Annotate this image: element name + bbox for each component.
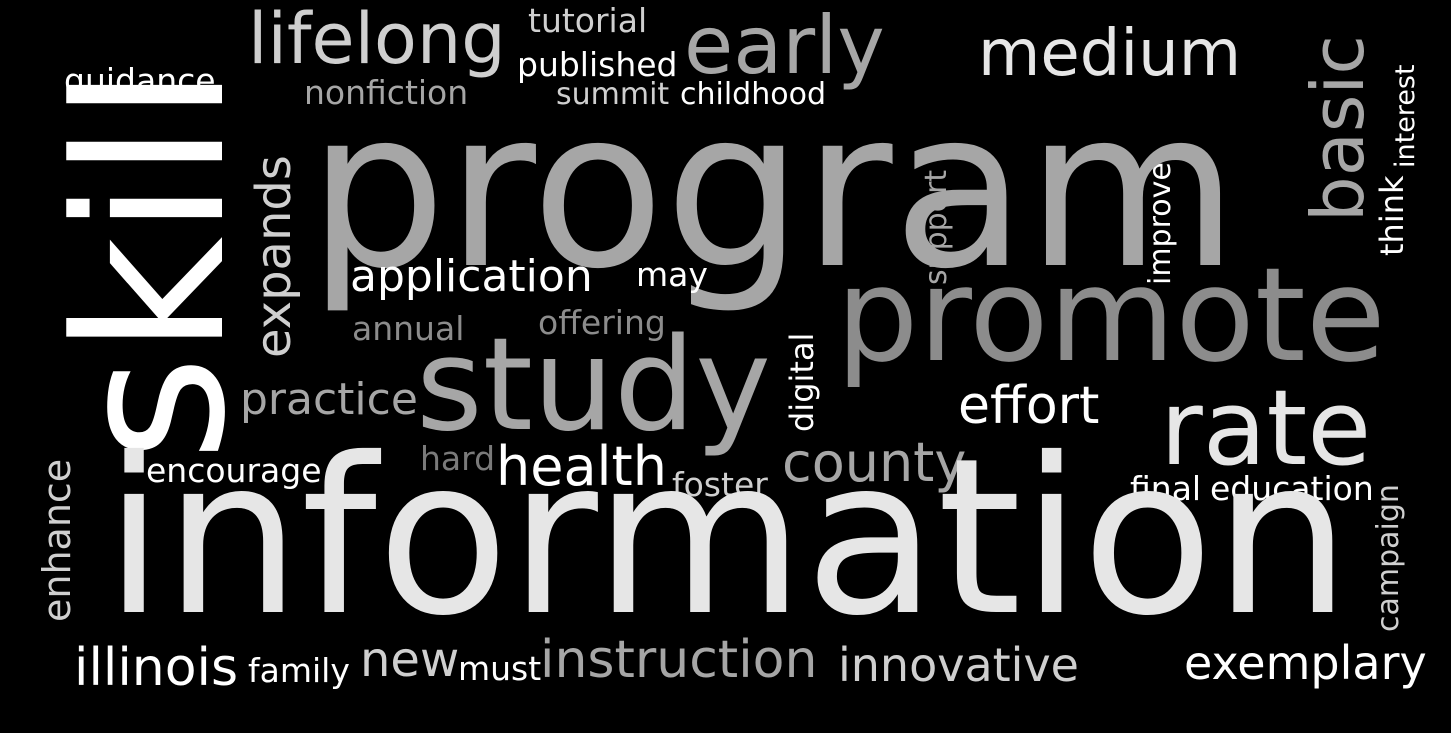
word-must: must bbox=[458, 649, 542, 688]
word-campaign: campaign bbox=[1371, 484, 1406, 632]
word-hard: hard bbox=[420, 439, 496, 478]
word-final: final bbox=[1130, 469, 1202, 508]
word-guidance: guidance bbox=[64, 61, 216, 100]
word-published: published bbox=[517, 45, 678, 84]
word-application: application bbox=[350, 251, 593, 302]
word-annual: annual bbox=[352, 309, 465, 348]
word-nonfiction: nonfiction bbox=[304, 73, 469, 112]
word-practice: practice bbox=[240, 374, 418, 425]
word-promote: promote bbox=[836, 239, 1386, 391]
word-new: new bbox=[360, 632, 460, 688]
word-program: program bbox=[308, 64, 1239, 317]
word-illinois: illinois bbox=[74, 638, 239, 698]
word-lifelong: lifelong bbox=[248, 0, 506, 80]
word-county: county bbox=[782, 431, 967, 494]
word-childhood: childhood bbox=[680, 77, 826, 112]
word-early: early bbox=[684, 0, 885, 92]
word-summit: summit bbox=[556, 77, 670, 112]
word-information: information bbox=[104, 412, 1351, 663]
word-innovative: innovative bbox=[838, 638, 1079, 692]
word-foster: foster bbox=[672, 465, 768, 504]
word-interest: interest bbox=[1390, 64, 1421, 168]
word-family: family bbox=[248, 651, 350, 690]
word-health: health bbox=[496, 435, 667, 498]
word-offering: offering bbox=[538, 303, 666, 342]
word-expands: expands bbox=[246, 155, 302, 358]
word-medium: medium bbox=[978, 17, 1242, 91]
word-may: may bbox=[636, 255, 708, 294]
word-tutorial: tutorial bbox=[528, 1, 648, 40]
word-study: study bbox=[416, 311, 771, 460]
word-instruction: instruction bbox=[540, 630, 818, 690]
word-enhance: enhance bbox=[35, 458, 79, 622]
word-basic: basic bbox=[1296, 35, 1380, 222]
word-exemplary: exemplary bbox=[1184, 636, 1427, 690]
word-effort: effort bbox=[958, 376, 1100, 436]
word-rate: rate bbox=[1160, 367, 1372, 489]
word-education: education bbox=[1210, 469, 1374, 508]
word-skill: skill bbox=[33, 65, 271, 462]
word-encourage: encourage bbox=[146, 451, 322, 490]
